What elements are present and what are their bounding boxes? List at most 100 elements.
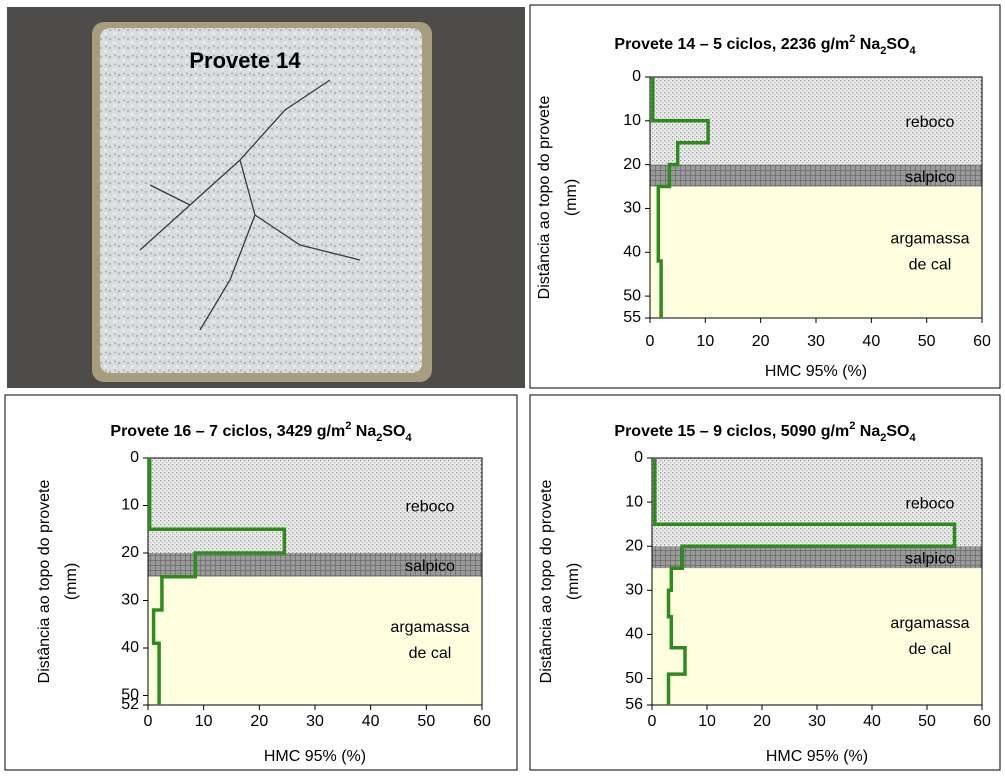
y-tick-label: 20 (623, 156, 641, 173)
x-tick-label: 60 (973, 333, 991, 350)
photo: Provete 14 (7, 7, 525, 388)
x-tick-label: 0 (646, 333, 655, 350)
zone-label: salpico (405, 558, 455, 575)
zone (652, 568, 982, 705)
y-axis-label: Distância ao topo do provete (36, 480, 53, 684)
chart-title: Provete 15 – 9 ciclos, 5090 g/m2 Na2SO4 (614, 420, 916, 444)
x-tick-label: 50 (417, 713, 435, 730)
x-axis-label: HMC 95% (%) (264, 748, 366, 765)
y-tick-label: 0 (130, 449, 139, 466)
profile-line (651, 77, 710, 318)
zone-label: argamassa (890, 230, 969, 247)
chart-title: Provete 14 – 5 ciclos, 2236 g/m2 Na2SO4 (614, 33, 916, 57)
zone (148, 576, 482, 705)
y-tick-label: 40 (623, 243, 641, 260)
x-tick-label: 30 (306, 713, 324, 730)
zone-label: argamassa (890, 615, 969, 632)
y-axis-label: Distância ao topo do provete (536, 96, 553, 300)
y-tick-label: 0 (634, 449, 643, 466)
x-tick-label: 40 (863, 713, 881, 730)
y-tick-label: 20 (625, 537, 643, 554)
y-tick-label: 10 (625, 493, 643, 510)
title-part: 4 (909, 45, 916, 57)
title-part: Na (855, 423, 880, 440)
y-tick-label: 10 (121, 497, 139, 514)
title-part: 2 (880, 45, 886, 57)
y-axis-label: (mm) (563, 179, 580, 216)
y-tick-label: 30 (121, 592, 139, 609)
y-tick-label: 40 (625, 626, 643, 643)
x-tick-label: 20 (250, 713, 268, 730)
zone-label: de cal (409, 645, 452, 662)
title-part: 2 (376, 432, 382, 444)
title-part: 2 (849, 420, 855, 432)
title-part: SO (382, 423, 405, 440)
title-part: 2 (345, 420, 351, 432)
x-tick-label: 10 (698, 713, 716, 730)
zone-label: salpico (905, 550, 955, 567)
x-tick-label: 10 (195, 713, 213, 730)
y-axis-label: (mm) (63, 563, 80, 600)
y-tick-label: 52 (121, 696, 139, 713)
zone-label: de cal (909, 256, 952, 273)
y-axis-label: Distância ao topo do provete (538, 480, 555, 684)
title-part: Provete 14 – 5 ciclos, 2236 g/m (614, 36, 849, 53)
zone-label: reboco (906, 495, 955, 512)
title-part: 2 (880, 432, 886, 444)
x-tick-label: 30 (808, 713, 826, 730)
x-tick-label: 20 (753, 713, 771, 730)
x-tick-label: 30 (807, 333, 825, 350)
y-tick-label: 30 (623, 200, 641, 217)
x-tick-label: 10 (696, 333, 714, 350)
x-tick-label: 20 (752, 333, 770, 350)
specimen-surface (100, 28, 422, 373)
title-part: Na (855, 36, 880, 53)
y-tick-label: 0 (632, 68, 641, 85)
title-part: 4 (405, 432, 412, 444)
cracks (139, 79, 361, 331)
y-tick-label: 56 (625, 696, 643, 713)
y-tick-label: 55 (623, 309, 641, 326)
zone (652, 458, 982, 547)
title-part: 2 (849, 33, 855, 45)
title-part: Provete 15 – 9 ciclos, 5090 g/m (614, 423, 849, 440)
x-tick-label: 50 (918, 333, 936, 350)
y-tick-label: 30 (625, 582, 643, 599)
zone-label: de cal (909, 641, 952, 658)
x-tick-label: 40 (862, 333, 880, 350)
title-part: SO (886, 36, 909, 53)
x-tick-label: 0 (648, 713, 657, 730)
title-part: Na (351, 423, 376, 440)
x-axis-label: HMC 95% (%) (765, 363, 867, 380)
y-tick-label: 40 (121, 639, 139, 656)
y-tick-label: 20 (121, 544, 139, 561)
profile-line (653, 458, 957, 705)
y-tick-label: 50 (623, 287, 641, 304)
x-axis-label: HMC 95% (%) (766, 748, 868, 765)
profile-line (147, 458, 287, 705)
y-axis-label: (mm) (565, 563, 582, 600)
x-tick-label: 60 (973, 713, 991, 730)
photo-label: Provete 14 (189, 48, 301, 73)
title-part: SO (886, 423, 909, 440)
x-tick-label: 40 (362, 713, 380, 730)
y-tick-label: 50 (625, 670, 643, 687)
x-tick-label: 0 (144, 713, 153, 730)
zone-label: argamassa (390, 619, 469, 636)
x-tick-label: 50 (918, 713, 936, 730)
y-tick-label: 50 (121, 687, 139, 704)
title-part: 4 (909, 432, 916, 444)
y-tick-label: 10 (623, 112, 641, 129)
zone-label: reboco (906, 114, 955, 131)
chart-title: Provete 16 – 7 ciclos, 3429 g/m2 Na2SO4 (110, 420, 412, 444)
zone (652, 546, 982, 569)
zone (650, 186, 982, 318)
zone (148, 458, 482, 553)
title-part: Provete 16 – 7 ciclos, 3429 g/m (110, 423, 345, 440)
zone-label: reboco (406, 499, 455, 516)
x-tick-label: 60 (473, 713, 491, 730)
